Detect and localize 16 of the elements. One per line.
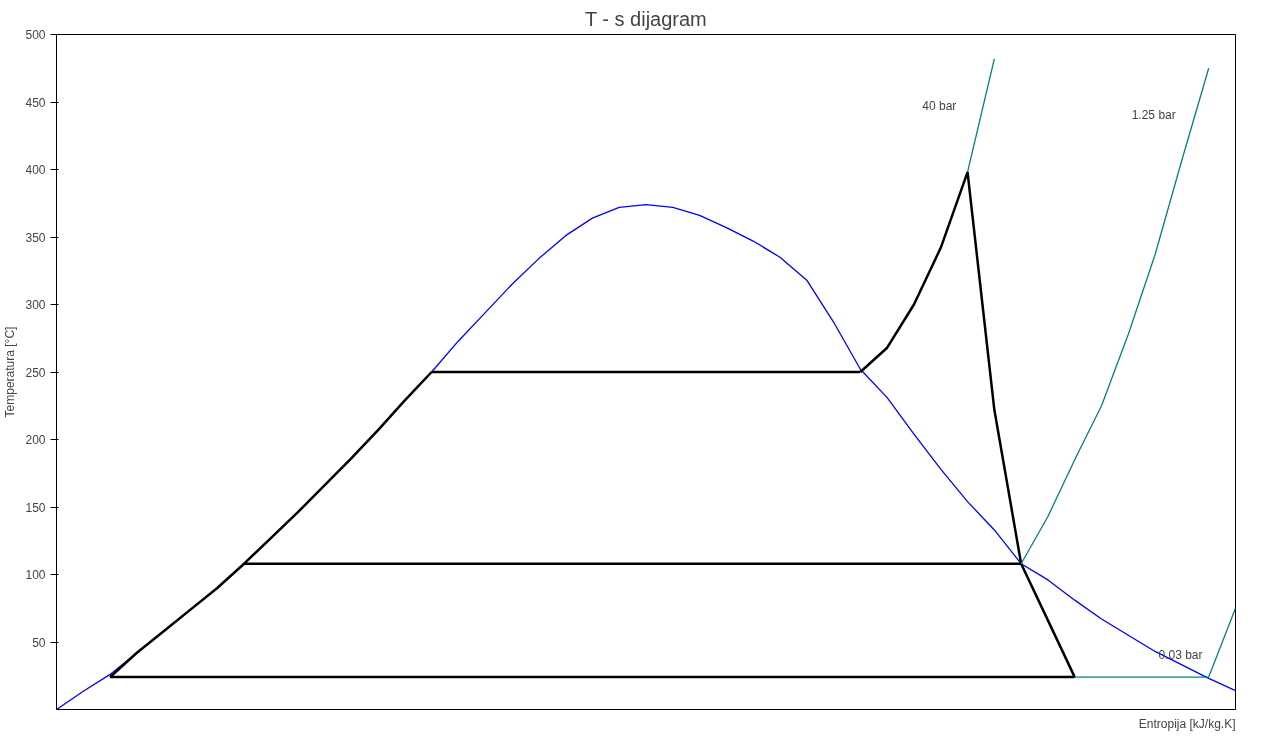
y-tick-label: 250 [25,365,46,380]
y-tick-label: 50 [32,635,46,650]
y-axis-title: Temperatura [°C] [3,326,18,418]
text: 40 bar [922,98,957,113]
y-tick-label: 500 [25,28,46,42]
y-tick-label: 150 [25,500,46,515]
y-tick-label: 300 [25,298,46,312]
y-tick-label: 350 [25,230,46,245]
series-label: 1.25 bar [1131,108,1176,123]
y-tick-label: 450 [25,95,46,110]
series-label: 0.03 bar [1158,648,1203,663]
x-axis-title: Entropija [kJ/kg.K] [1138,716,1236,731]
y-tick-label: 100 [25,568,46,582]
chart-title: T - s dijagram [584,7,707,30]
y-tick-label: 400 [25,163,46,177]
y-tick-label: 200 [25,433,46,447]
